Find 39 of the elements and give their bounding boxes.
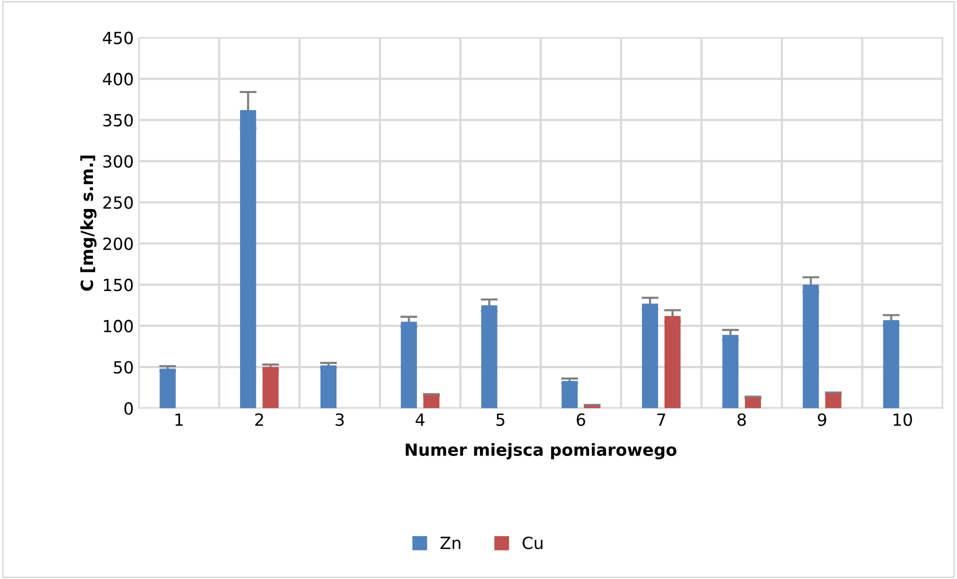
legend-label: Cu [522,536,542,550]
bar [320,365,337,408]
x-tick-label: 3 [336,413,344,426]
bar [802,284,819,408]
bar [160,368,176,408]
x-tick-label: 10 [894,413,912,426]
x-tick-label: 4 [416,414,424,426]
y-tick-label: 400 [102,72,133,86]
bar [825,393,842,408]
bar [400,322,417,408]
y-tick-label: 50 [114,360,133,374]
x-tick-label: 6 [576,413,586,426]
y-tick-label: 350 [103,114,133,127]
y-tick-label: 200 [103,237,133,250]
x-tick-label: 2 [255,413,263,426]
y-tick-label: 250 [103,196,133,209]
y-tick-label: 450 [102,32,133,44]
x-tick-label: 8 [738,413,746,426]
y-tick-label: 0 [124,402,133,415]
x-tick-label: 1 [175,414,183,426]
bar [722,334,738,408]
x-tick-label: 9 [818,413,826,426]
bar [883,320,900,408]
bar [423,395,440,408]
x-tick-label: 5 [496,414,504,426]
bar [562,381,578,408]
bar [481,305,498,408]
y-tick-label: 300 [103,155,133,168]
x-tick-label: 7 [657,414,666,426]
y-tick-label: 100 [104,320,133,332]
y-tick-label: 150 [104,278,133,292]
bar [744,397,761,408]
x-axis-title: Numer miejsca pomiarowego [406,443,676,460]
bar [642,304,658,408]
bar [240,110,256,408]
bar [664,316,681,408]
bar [262,367,279,408]
legend-label: Zn [440,536,460,549]
y-axis-title: C [mg/kg s.m.] [80,156,97,291]
